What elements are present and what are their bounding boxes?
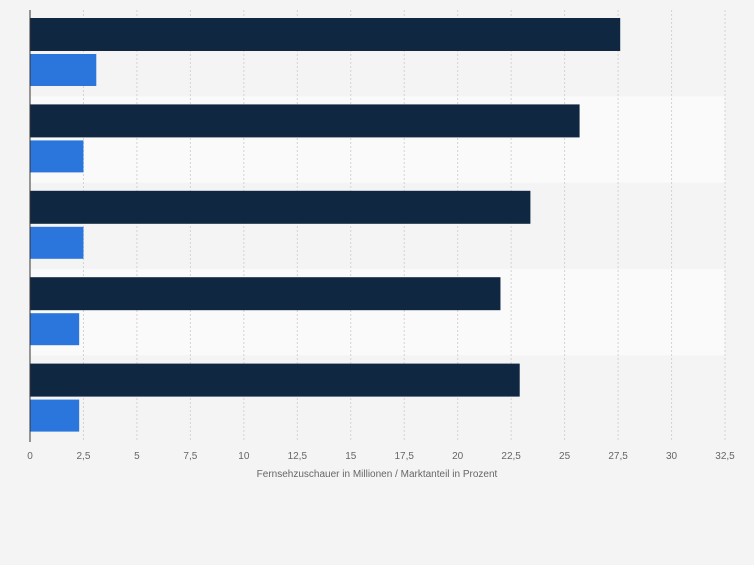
bar-series-1[interactable] [30,18,621,51]
x-tick-label: 5 [134,451,140,462]
x-tick-label: 30 [666,451,678,462]
bar-series-2[interactable] [30,54,97,86]
x-tick-label: 0 [27,451,33,462]
x-tick-label: 20 [452,451,464,462]
x-tick-label: 2,5 [77,451,91,462]
bar-series-2[interactable] [30,140,84,173]
x-axis-label: Fernsehzuschauer in Millionen / Marktant… [257,469,498,480]
bar-series-1[interactable] [30,363,520,397]
x-tick-label: 10 [238,451,250,462]
x-tick-label: 17,5 [394,451,414,462]
x-tick-labels: 0 2,5 5 7,5 10 12,5 15 17,5 20 22,5 25 27,5 30 32,5 [27,451,735,462]
bars [30,18,621,432]
x-tick-label: 25 [559,451,571,462]
bar-series-1[interactable] [30,190,531,224]
x-tick-label: 22,5 [501,451,521,462]
x-tick-label: 27,5 [608,451,628,462]
bar-series-1[interactable] [30,277,501,311]
x-tick-label: 32,5 [715,451,735,462]
x-tick-label: 12,5 [288,451,308,462]
bar-series-2[interactable] [30,399,80,432]
bar-series-2[interactable] [30,313,80,346]
x-tick-label: 15 [345,451,357,462]
bar-series-1[interactable] [30,104,580,138]
bar-series-2[interactable] [30,226,84,259]
x-tick-label: 7,5 [183,451,197,462]
